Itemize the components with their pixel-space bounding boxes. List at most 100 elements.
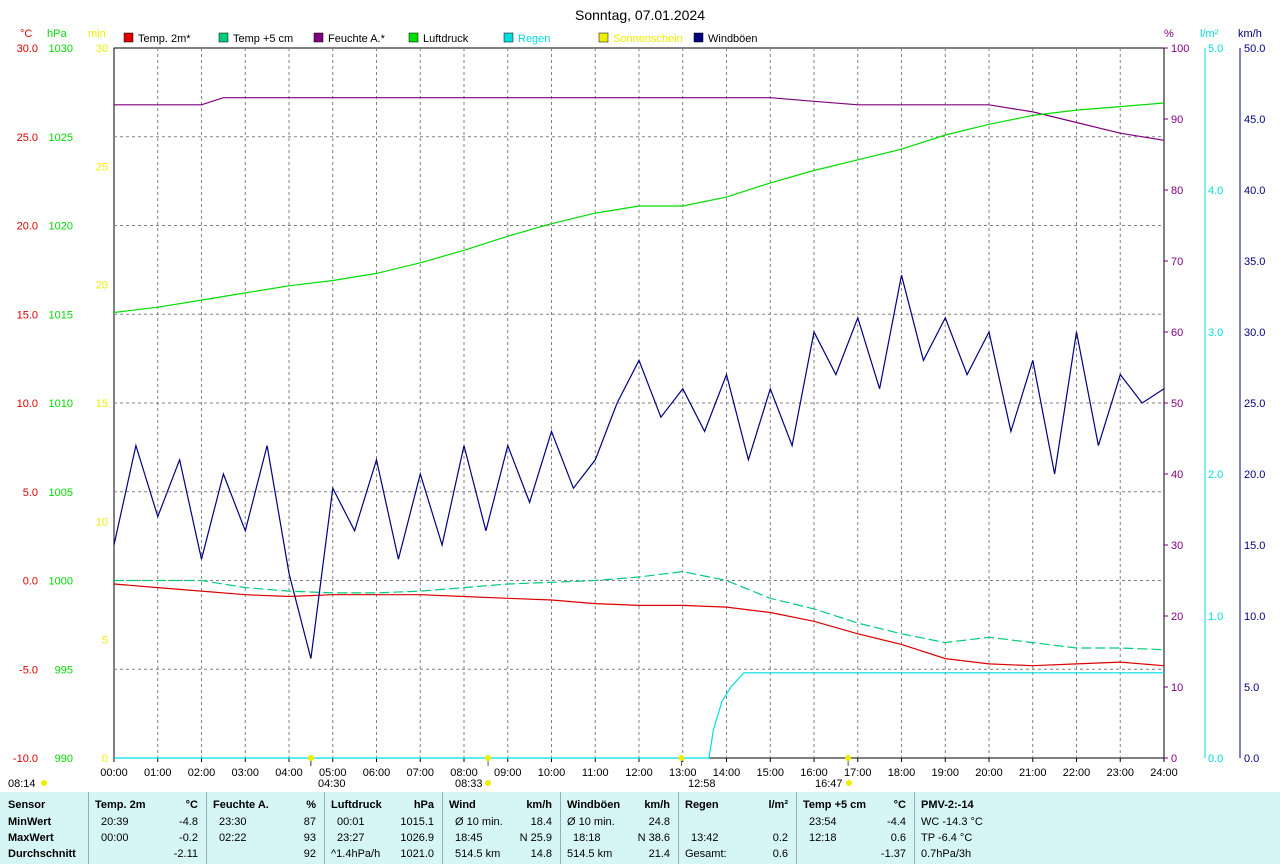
x-tick-label: 18:00 <box>888 767 916 779</box>
humidity-axis-tick: 80 <box>1171 185 1183 197</box>
stats-rain-total-value: 0.6 <box>772 848 788 860</box>
sunshine-axis-tick: 15 <box>96 398 108 410</box>
humidity-axis-tick: 30 <box>1171 540 1183 552</box>
stats-pmv-pressure-trend: 0.7hPa/3h <box>921 848 972 860</box>
sunshine-axis-unit: min <box>88 28 106 40</box>
stats-temp2m-min-value: -4.8 <box>179 816 198 828</box>
stats-pressure-max-time: 23:27 <box>337 832 365 844</box>
wind-axis-tick: 35.0 <box>1244 256 1265 268</box>
wind-axis-tick: 45.0 <box>1244 114 1265 126</box>
temp-axis-tick: 10.0 <box>17 398 38 410</box>
wind-axis-tick: 25.0 <box>1244 398 1265 410</box>
x-tick-label: 12:00 <box>625 767 653 779</box>
stats-gust-distance: 514.5 km <box>567 848 613 860</box>
wind-axis-tick: 5.0 <box>1244 682 1259 694</box>
chart-title: Sonntag, 07.01.2024 <box>575 7 705 23</box>
series-line-gusts <box>113 275 1165 659</box>
stats-pressure-min-value: 1015.1 <box>400 816 434 828</box>
weather-chart: Sonntag, 07.01.2024 Temp. 2m* Temp +5 cm Fe… <box>8 7 1265 790</box>
rain-axis-tick: 2.0 <box>1208 469 1223 481</box>
series-line-temp-5cm <box>114 570 1165 651</box>
stats-pmv-dewpoint: TP -6.4 °C <box>921 832 973 844</box>
pressure-axis-tick: 1000 <box>49 576 73 588</box>
wind-axis-unit: km/h <box>1238 28 1262 40</box>
x-tick-label: 04:00 <box>275 767 303 779</box>
stats-temp2m-title: Temp. 2m <box>95 799 146 811</box>
stats-pressure-column: Luftdruck hPa 00:01 1015.1 23:27 1026.9 … <box>325 792 442 864</box>
sunset-time-label: 16:47 <box>815 778 843 790</box>
x-tick-label: 23:00 <box>1106 767 1134 779</box>
stats-rain-column: Regen l/m² 13:42 0.2 Gesamt: 0.6 <box>679 792 796 864</box>
legend-swatch <box>218 32 229 43</box>
sun-mark-label: 12:58 <box>688 778 716 790</box>
rain-axis-tick: 1.0 <box>1208 611 1223 623</box>
legend-label: Regen <box>518 33 550 45</box>
sunshine-axis-tick: 5 <box>102 635 108 647</box>
sun-mark-label: 04:30 <box>318 778 346 790</box>
humidity-axis-tick: 40 <box>1171 469 1183 481</box>
x-tick-label: 08:00 <box>450 767 478 779</box>
stats-separator <box>796 792 797 864</box>
stats-separator <box>678 792 679 864</box>
pressure-axis-tick: 1030 <box>49 43 73 55</box>
stats-gust-title: Windböen <box>567 799 621 811</box>
temp-axis-tick: 5.0 <box>23 487 38 499</box>
stats-temp5-min-time: 23:54 <box>809 816 837 828</box>
x-tick-label: 03:00 <box>231 767 259 779</box>
sunrise-icon <box>41 780 47 786</box>
x-tick-label: 01:00 <box>144 767 172 779</box>
x-tick-label: 13:00 <box>669 767 697 779</box>
wind-axis-tick: 15.0 <box>1244 540 1265 552</box>
humidity-axis-tick: 10 <box>1171 682 1183 694</box>
stats-wind-unit: km/h <box>526 799 552 811</box>
humidity-axis-tick: 60 <box>1171 327 1183 339</box>
stats-humidity-unit: % <box>306 799 316 811</box>
stats-pressure-max-value: 1026.9 <box>400 832 434 844</box>
wind-axis-tick: 10.0 <box>1244 611 1265 623</box>
stats-gust-max-value: N 38.6 <box>637 832 670 844</box>
statistics-panel: Sensor MinWert MaxWert Durchschnitt Temp… <box>0 792 1280 864</box>
wind-axis-tick: 20.0 <box>1244 469 1265 481</box>
x-tick-label: 06:00 <box>363 767 391 779</box>
stats-temp5-max-time: 12:18 <box>809 832 837 844</box>
stats-pmv-column: PMV-2:-14 WC -14.3 °C TP -6.4 °C 0.7hPa/… <box>915 792 1035 864</box>
sunshine-axis-tick: 25 <box>96 161 108 173</box>
stats-sensor-title: Sensor <box>8 799 46 811</box>
stats-humidity-max-time: 02:22 <box>219 832 247 844</box>
rain-axis-tick: 3.0 <box>1208 327 1223 339</box>
wind-axis-tick: 0.0 <box>1244 753 1259 765</box>
pressure-axis-tick: 1020 <box>49 221 73 233</box>
stats-separator <box>914 792 915 864</box>
legend-label: Temp +5 cm <box>233 33 293 45</box>
legend-swatch <box>503 32 514 43</box>
stats-wind-max-value: N 25.9 <box>519 832 552 844</box>
stats-separator <box>560 792 561 864</box>
stats-sensor-column: Sensor MinWert MaxWert Durchschnitt <box>0 792 88 864</box>
stats-gust-max-time: 18:18 <box>573 832 601 844</box>
stats-humidity-min-value: 87 <box>303 816 316 828</box>
stats-pressure-min-time: 00:01 <box>337 816 365 828</box>
humidity-axis-tick: 70 <box>1171 256 1183 268</box>
stats-temp2m-min-time: 20:39 <box>101 816 129 828</box>
x-tick-label: 20:00 <box>975 767 1003 779</box>
stats-pressure-avg-value: 1021.0 <box>400 848 434 860</box>
stats-temp2m-avg-value: -2.11 <box>173 848 198 860</box>
stats-rain-max-value: 0.2 <box>772 832 788 844</box>
stats-separator <box>324 792 325 864</box>
stats-separator <box>442 792 443 864</box>
stats-temp2m-max-time: 00:00 <box>101 832 129 844</box>
humidity-axis-tick: 50 <box>1171 398 1183 410</box>
legend-label: Temp. 2m* <box>138 33 191 45</box>
rain-axis-tick: 5.0 <box>1208 43 1223 55</box>
x-tick-label: 14:00 <box>713 767 741 779</box>
wind-axis-tick: 30.0 <box>1244 327 1265 339</box>
stats-row-max: MaxWert <box>8 832 54 844</box>
pressure-axis-tick: 995 <box>55 664 73 676</box>
x-tick-label: 17:00 <box>844 767 872 779</box>
sun-marker-icon <box>307 755 314 761</box>
wind-axis-tick: 40.0 <box>1244 185 1265 197</box>
stats-temp5-column: Temp +5 cm °C 23:54 -4.4 12:18 0.6 -1.37 <box>797 792 914 864</box>
series-line-rain <box>114 672 1164 759</box>
humidity-axis-tick: 100 <box>1171 43 1189 55</box>
legend-swatch <box>123 32 134 43</box>
